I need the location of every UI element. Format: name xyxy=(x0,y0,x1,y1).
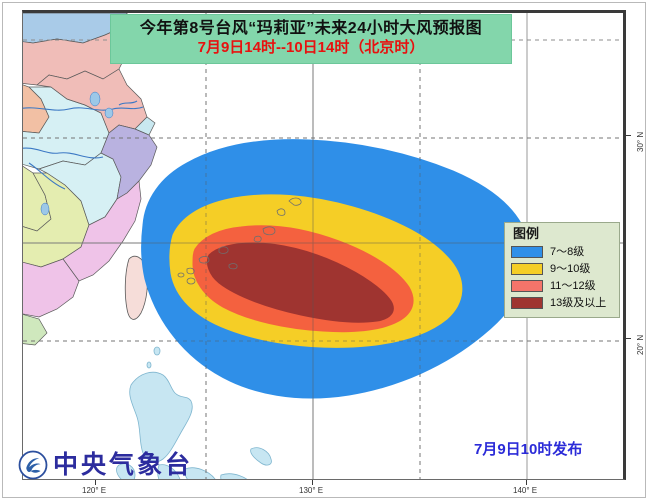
legend-item-7-8: 7～8级 xyxy=(511,244,613,260)
legend-label-9-10: 9～10级 xyxy=(550,262,591,275)
lat-label-30: 30° N xyxy=(636,131,645,152)
lat-label-20: 20° N xyxy=(636,334,645,355)
province-fujian xyxy=(62,180,142,282)
river-lines xyxy=(23,100,144,190)
lon-tick-130 xyxy=(312,480,313,485)
lake-shapes xyxy=(40,91,114,216)
lon-tick-140 xyxy=(526,480,527,485)
philippines-islands xyxy=(116,346,272,479)
legend-item-13-plus: 13级及以上 xyxy=(511,295,613,311)
legend-item-11-12: 11～12级 xyxy=(511,278,613,294)
legend-heading: 图例 xyxy=(513,226,540,241)
lon-label-120: 120° E xyxy=(82,486,107,495)
page-title: 今年第8号台风“玛莉亚”未来24小时大风预报图 xyxy=(139,20,483,38)
outer-frame xyxy=(2,2,646,498)
legend-swatch-13-plus xyxy=(511,297,543,310)
map-plate xyxy=(22,10,626,480)
lat-tick-20 xyxy=(626,338,631,339)
legend-box: 图例 7～8级 9～10级 11～12级 13级及以上 xyxy=(504,222,620,318)
legend-label-11-12: 11～12级 xyxy=(550,279,596,292)
wind-zone-13-plus xyxy=(206,242,394,323)
legend-label-7-8: 7～8级 xyxy=(550,245,585,258)
lon-label-130: 130° E xyxy=(299,486,324,495)
lon-tick-120 xyxy=(95,480,96,485)
lon-label-140: 140° E xyxy=(513,486,538,495)
ryukyu-islands xyxy=(177,197,302,285)
issue-time-text: 7月9日10时发布 xyxy=(474,441,583,458)
province-guangdong-north xyxy=(23,258,80,318)
legend-label-13-plus: 13级及以上 xyxy=(550,296,607,309)
cma-emblem-icon xyxy=(18,450,48,480)
legend-swatch-7-8 xyxy=(511,246,543,259)
province-guangxi xyxy=(23,314,48,346)
title-banner: 今年第8号台风“玛莉亚”未来24小时大风预报图 7月9日14时--10日14时（… xyxy=(110,14,512,64)
forecast-period: 7月9日14时--10日14时（北京时） xyxy=(197,38,425,56)
lat-tick-30 xyxy=(626,135,631,136)
map-svg xyxy=(23,13,623,479)
agency-logo: 中央气象台 xyxy=(18,450,193,480)
agency-name: 中央气象台 xyxy=(53,450,194,479)
legend-item-9-10: 9～10级 xyxy=(511,261,613,277)
map-canvas xyxy=(23,13,623,479)
legend-swatch-11-12 xyxy=(511,280,543,293)
legend-swatch-9-10 xyxy=(511,263,543,276)
